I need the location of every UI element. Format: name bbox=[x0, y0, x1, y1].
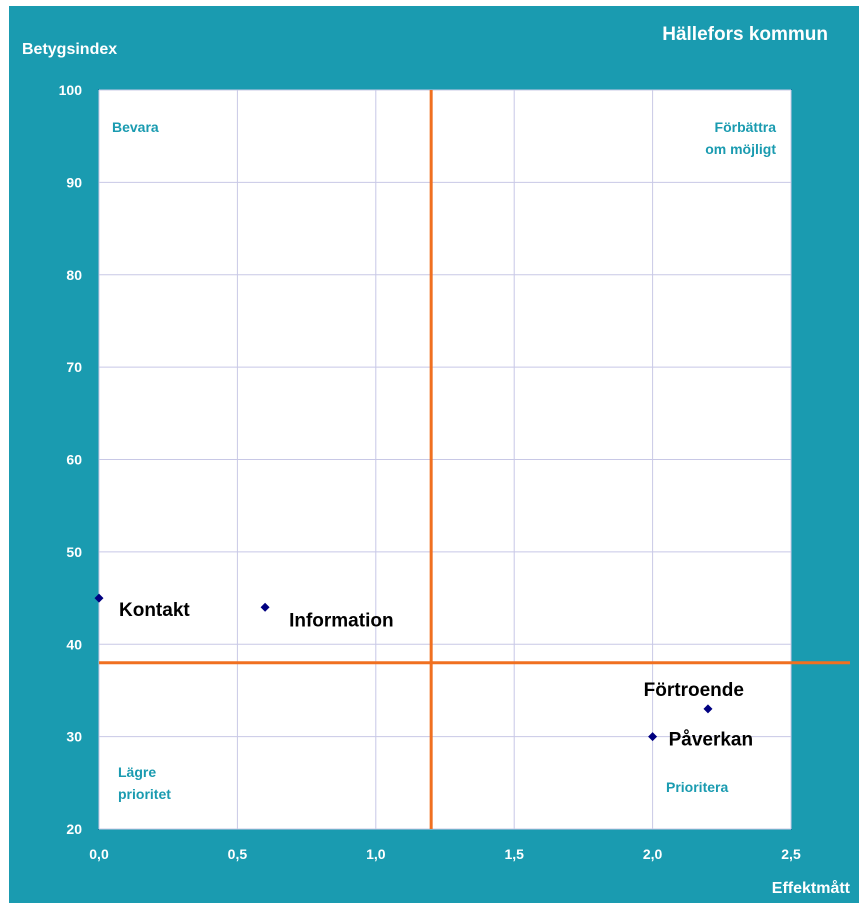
grid-layer bbox=[98, 89, 792, 830]
x-tick-label-2: 1,0 bbox=[366, 846, 386, 862]
x-axis-title: Effektmått bbox=[772, 879, 851, 897]
quadrant-label-prioritera: Prioritera bbox=[666, 779, 728, 795]
point-label-kontakt: Kontakt bbox=[119, 600, 190, 621]
quadrant-label-forbattra-line1: Förbättra bbox=[715, 119, 777, 135]
y-tick-label-8: 100 bbox=[59, 82, 83, 98]
quadrant-label-lagre-line1: Lägre bbox=[118, 764, 156, 780]
marker-information bbox=[260, 602, 270, 612]
x-tick-label-1: 0,5 bbox=[228, 846, 248, 862]
y-tick-label-3: 50 bbox=[66, 544, 82, 560]
point-label-fortroende: Förtroende bbox=[644, 680, 744, 701]
y-tick-label-0: 20 bbox=[66, 821, 82, 837]
tick-label-layer: 0,0 0,5 1,0 1,5 2,0 2,5 20 30 40 50 60 70 80 90 100 bbox=[59, 82, 801, 862]
chart-title: Hällefors kommun bbox=[662, 24, 828, 45]
y-tick-label-1: 30 bbox=[66, 729, 82, 745]
marker-kontakt bbox=[94, 593, 104, 603]
y-tick-label-7: 90 bbox=[66, 174, 82, 190]
reference-line-layer bbox=[99, 90, 850, 829]
y-axis-title: Betygsindex bbox=[22, 41, 117, 58]
quadrant-label-forbattra-line2: om möjligt bbox=[705, 141, 776, 157]
y-tick-label-6: 80 bbox=[66, 267, 82, 283]
marker-paverkan bbox=[648, 732, 658, 742]
x-tick-label-5: 2,5 bbox=[781, 846, 801, 862]
quadrant-label-bevara: Bevara bbox=[112, 119, 159, 135]
point-label-paverkan: Påverkan bbox=[669, 730, 754, 751]
quadrant-label-layer: Bevara Förbättra om möjligt Lägre prioritet P… bbox=[112, 119, 776, 802]
x-tick-label-0: 0,0 bbox=[89, 846, 109, 862]
y-tick-label-2: 40 bbox=[66, 636, 82, 652]
quadrant-label-lagre-line2: prioritet bbox=[118, 786, 171, 802]
y-tick-label-5: 70 bbox=[66, 359, 82, 375]
x-tick-label-4: 2,0 bbox=[643, 846, 663, 862]
x-tick-label-3: 1,5 bbox=[504, 846, 524, 862]
point-label-information: Information bbox=[289, 610, 394, 631]
y-tick-label-4: 60 bbox=[66, 452, 82, 468]
point-layer: Kontakt Information Förtroende Påverkan bbox=[94, 593, 754, 751]
marker-fortroende bbox=[703, 704, 713, 714]
